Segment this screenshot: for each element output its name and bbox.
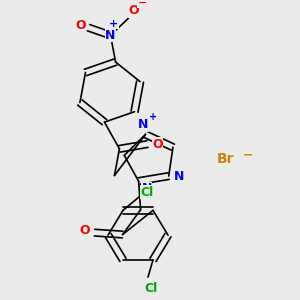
Text: −: − bbox=[138, 0, 147, 8]
Text: Br: Br bbox=[216, 152, 234, 166]
Text: O: O bbox=[152, 138, 163, 151]
Text: N: N bbox=[173, 169, 184, 183]
Text: N: N bbox=[138, 118, 149, 131]
Text: −: − bbox=[243, 148, 253, 161]
Text: +: + bbox=[109, 19, 118, 29]
Text: Cl: Cl bbox=[140, 186, 154, 199]
Text: O: O bbox=[128, 4, 139, 17]
Text: N: N bbox=[141, 182, 152, 195]
Text: N: N bbox=[105, 29, 116, 42]
Text: O: O bbox=[79, 224, 90, 237]
Text: +: + bbox=[149, 112, 158, 122]
Text: O: O bbox=[75, 19, 86, 32]
Text: Cl: Cl bbox=[144, 282, 158, 295]
